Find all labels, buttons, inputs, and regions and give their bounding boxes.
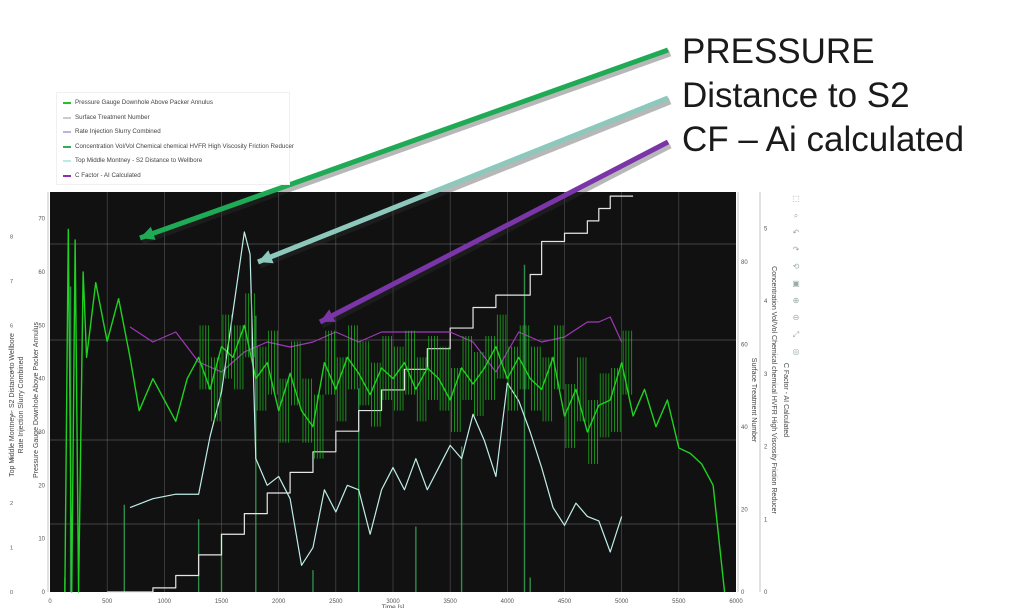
x-tick-label: 5000 [615,599,629,605]
legend-label: Pressure Gauge Downhole Above Packer Ann… [75,99,213,106]
x-tick-label: 1500 [215,599,229,605]
legend-swatch [63,160,71,162]
legend-label: Top Middle Montney - S2 Distance to Well… [75,157,203,164]
legend-swatch [63,102,71,104]
zoom-box-icon[interactable]: ⬚ [792,194,800,203]
y-tick-label: 0 [764,590,768,596]
x-tick-label: 3000 [386,599,400,605]
autoscale-icon[interactable]: ⤢ [792,330,800,339]
y-tick-label: 50 [38,323,45,329]
x-axis-title: Time [s] [382,604,405,608]
legend-item[interactable]: Top Middle Montney - S2 Distance to Well… [57,154,289,169]
y-tick-label: 8 [10,234,13,240]
x-tick-label: 0 [48,599,52,605]
y-tick-label: 0 [42,590,46,596]
y-tick-label: 5 [764,226,768,232]
x-tick-label: 2000 [272,599,286,605]
y-axis-title: Pressure Gauge Downhole Above Packer Ann… [33,321,40,478]
y-tick-label: 20 [741,508,748,514]
legend-item[interactable]: Pressure Gauge Downhole Above Packer Ann… [57,96,289,111]
y-tick-label: 0 [10,590,13,596]
zoom-out-icon[interactable]: ⊖ [792,313,800,322]
y-tick-label: 1 [764,517,768,523]
legend-swatch [63,131,71,133]
legend-swatch [63,116,71,119]
legend-item[interactable]: C Factor - AI Calculated [57,169,289,184]
chart-toolbar: ⬚ ⌕ ↶ ↷ ⟲ ▣ ⊕ ⊖ ⤢ ◎ [790,192,804,362]
x-tick-label: 4500 [558,599,572,605]
arrow-pressure-shadow [140,49,672,245]
arrow-distance [257,95,669,265]
legend-swatch [63,145,71,148]
legend: Pressure Gauge Downhole Above Packer Ann… [56,92,294,185]
y-axis-title: Concentration Vol/Vol Chemical chemical … [770,266,777,514]
y-tick-label: 4 [10,412,13,418]
arrow-distance-shadow [258,97,672,269]
y-tick-label: 80 [741,260,748,266]
legend-swatch [63,174,71,177]
y-tick-label: 3 [764,372,768,378]
x-tick-label: 6000 [729,599,743,605]
legend-label: Surface Treatment Number [75,113,150,121]
y-tick-label: 60 [38,270,45,276]
arrow-cf-shadow [320,141,672,329]
arrow-distance-head [258,250,274,264]
callout-pressure: PRESSURE [682,32,875,71]
zoom-in-icon[interactable]: ⊕ [792,296,800,305]
y-tick-label: 60 [741,343,748,349]
y-tick-label: 5 [10,368,13,374]
arrow-cf-head [320,309,336,322]
arrow-pressure-head [140,226,156,240]
legend-item[interactable]: Concentration Vol/Vol Chemical chemical … [57,140,294,155]
series-line [107,195,634,593]
hover-icon[interactable]: ◎ [792,347,800,356]
save-icon[interactable]: ▣ [792,279,800,288]
y-tick-label: 4 [764,299,768,305]
undo-icon[interactable]: ↶ [792,228,800,237]
zoom-to-selection-icon[interactable]: ⌕ [793,211,799,220]
y-tick-label: 40 [741,425,748,431]
y-tick-label: 0 [741,590,745,596]
y-tick-label: 30 [38,430,45,436]
callout-cf: CF – Ai calculated [682,120,965,159]
y-axis-title: Top Middle Montney - S2 Distance to Well… [9,333,16,477]
arrow-pressure [139,47,669,241]
y-tick-label: 6 [10,323,13,329]
y-tick-label: 70 [38,217,45,223]
redo-icon[interactable]: ↷ [792,245,800,254]
callout-distance: Distance to S2 [682,76,910,115]
reset-icon[interactable]: ⟲ [792,262,800,271]
y-tick-label: 2 [764,445,768,451]
y-tick-label: 7 [10,279,13,285]
x-tick-label: 5500 [672,599,686,605]
y-tick-label: 10 [38,537,45,543]
legend-label: C Factor - AI Calculated [75,171,141,179]
callout-labels: PRESSURE Distance to S2 CF – Ai calculat… [682,30,964,162]
x-tick-label: 500 [102,599,113,605]
y-tick-label: 40 [38,377,45,383]
y-tick-label: 2 [10,501,13,507]
x-tick-label: 1000 [158,599,172,605]
y-axis-title: Rate Injection Slurry Combined [18,356,25,453]
legend-label: Rate Injection Slurry Combined [75,128,161,135]
series-line [64,228,726,593]
legend-label: Concentration Vol/Vol Chemical chemical … [75,142,294,150]
y-axis-title: Surface Treatment Number [750,358,757,443]
x-tick-label: 3500 [443,599,457,605]
y-tick-label: 3 [10,457,13,463]
y-tick-label: 1 [10,546,13,552]
series-line [129,231,623,566]
x-tick-label: 4000 [501,599,515,605]
series-line [129,316,623,373]
arrow-cf [318,139,670,325]
y-axis-title: C Factor - AI Calculated [782,363,789,437]
legend-item[interactable]: Surface Treatment Number [57,111,289,126]
y-tick-label: 20 [38,483,45,489]
legend-item[interactable]: Rate Injection Slurry Combined [57,125,289,140]
x-tick-label: 2500 [329,599,343,605]
